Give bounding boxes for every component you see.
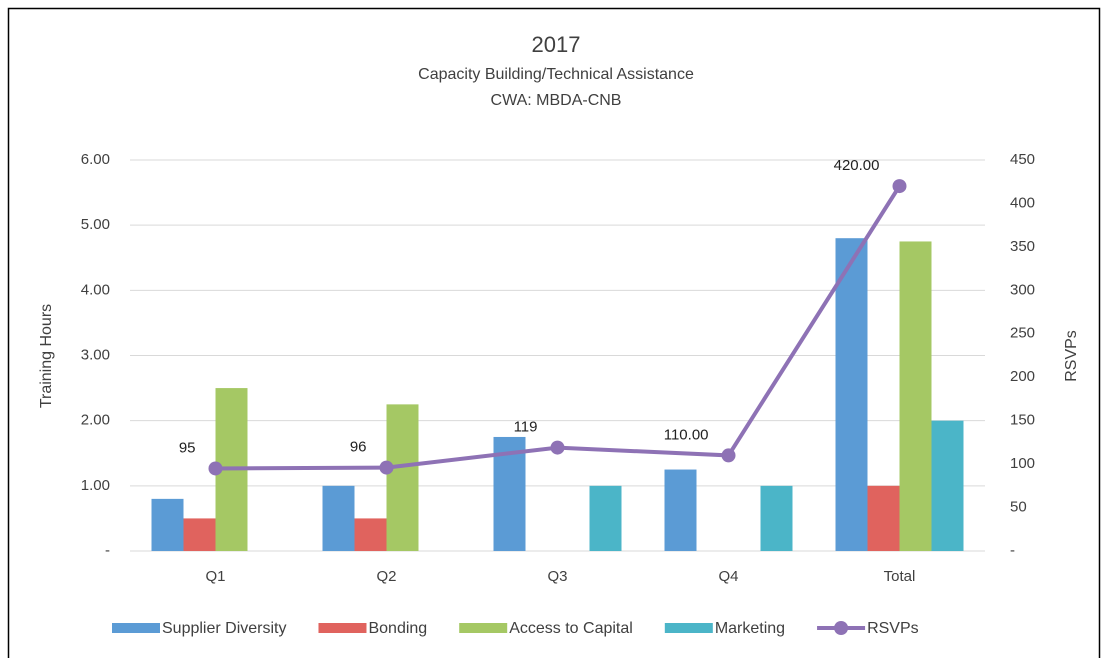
y-tick-label: 5.00 bbox=[81, 216, 110, 233]
data-label: 110.00 bbox=[664, 426, 709, 443]
legend-swatch bbox=[834, 621, 849, 635]
legend-label: Bonding bbox=[368, 620, 427, 637]
y-tick-label: 1.00 bbox=[81, 477, 110, 494]
data-label: 95 bbox=[179, 439, 196, 456]
y2-tick-label: 100 bbox=[1010, 455, 1035, 472]
bar bbox=[151, 498, 184, 551]
legend-label: Marketing bbox=[715, 620, 785, 637]
chart-subtitle: Capacity Building/Technical Assistance bbox=[418, 66, 694, 83]
bar bbox=[931, 420, 964, 551]
y2-tick-label: - bbox=[1010, 542, 1015, 559]
bar bbox=[664, 469, 697, 551]
legend-swatch bbox=[664, 623, 713, 633]
line-marker bbox=[208, 461, 223, 476]
x-tick-label: Q3 bbox=[547, 568, 567, 585]
legend-label: Access to Capital bbox=[509, 620, 633, 637]
bar bbox=[835, 238, 868, 551]
y-axis-label: Training Hours bbox=[38, 304, 55, 408]
line-marker bbox=[379, 460, 394, 475]
line-marker bbox=[721, 448, 736, 463]
legend-swatch bbox=[459, 623, 508, 633]
x-tick-label: Q1 bbox=[205, 568, 225, 585]
x-tick-label: Total bbox=[884, 568, 916, 585]
chart-title: 2017 bbox=[532, 32, 581, 57]
bar bbox=[589, 485, 622, 551]
x-tick-label: Q4 bbox=[718, 568, 738, 585]
data-label: 119 bbox=[514, 419, 538, 436]
y-tick-label: - bbox=[105, 542, 110, 559]
legend-label: RSVPs bbox=[867, 620, 919, 637]
bar bbox=[899, 241, 932, 552]
y2-tick-label: 450 bbox=[1010, 151, 1035, 168]
legend-swatch bbox=[318, 623, 367, 633]
bar bbox=[183, 518, 216, 551]
y2-tick-label: 250 bbox=[1010, 325, 1035, 342]
legend-swatch bbox=[112, 623, 160, 633]
y-tick-label: 2.00 bbox=[81, 412, 110, 429]
data-label: 420.00 bbox=[834, 157, 880, 174]
bar bbox=[386, 404, 419, 551]
y-tick-label: 3.00 bbox=[81, 346, 110, 363]
y-tick-label: 4.00 bbox=[81, 281, 110, 298]
bar bbox=[354, 518, 387, 551]
line-marker bbox=[550, 440, 565, 455]
y2-tick-label: 200 bbox=[1010, 368, 1035, 385]
line-marker bbox=[892, 179, 907, 194]
y2-tick-label: 50 bbox=[1010, 499, 1027, 516]
x-tick-label: Q2 bbox=[376, 568, 396, 585]
data-label: 96 bbox=[350, 439, 367, 456]
legend-label: Supplier Diversity bbox=[162, 620, 286, 637]
bar bbox=[760, 485, 793, 551]
y2-tick-label: 400 bbox=[1010, 194, 1035, 211]
bar bbox=[322, 485, 355, 551]
bar bbox=[867, 485, 900, 551]
y2-tick-label: 350 bbox=[1010, 238, 1035, 255]
y-tick-label: 6.00 bbox=[81, 151, 110, 168]
y2-axis-label: RSVPs bbox=[1063, 330, 1080, 382]
y2-tick-label: 150 bbox=[1010, 412, 1035, 429]
chart-subtitle: CWA: MBDA-CNB bbox=[491, 92, 622, 109]
y2-tick-label: 300 bbox=[1010, 281, 1035, 298]
